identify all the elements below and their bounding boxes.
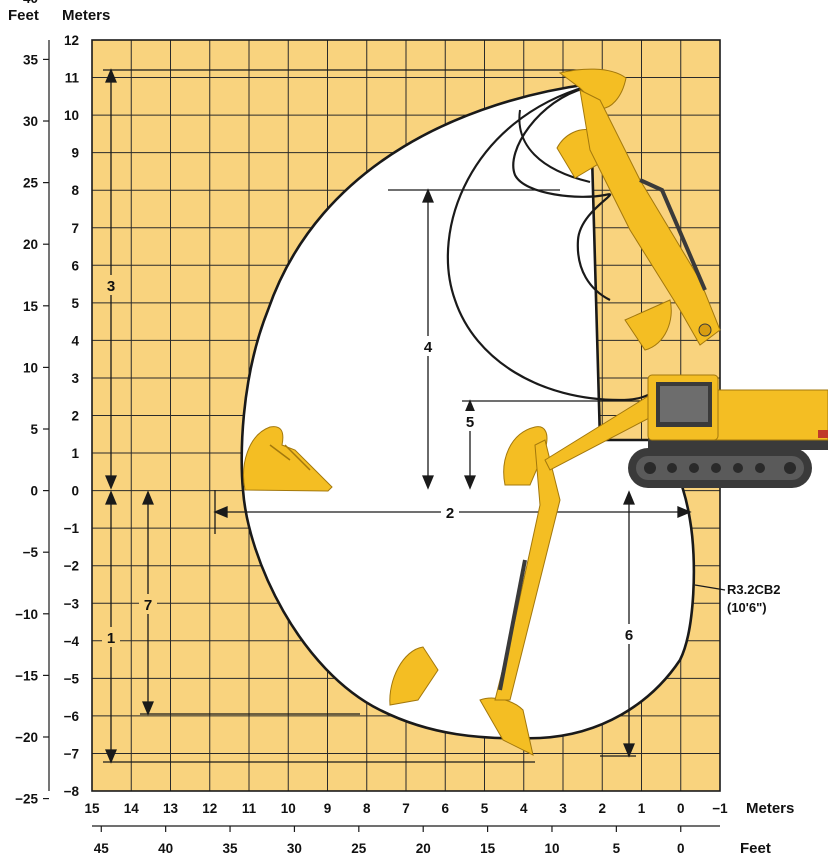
meter-tick-label: 9 — [71, 146, 79, 161]
feet-tick-label: 25 — [23, 176, 39, 191]
meter-tick-label: 11 — [242, 801, 257, 816]
meter-tick-label: 12 — [202, 801, 217, 816]
meter-tick-label: 10 — [281, 801, 296, 816]
meter-tick-label: 8 — [363, 801, 371, 816]
meter-tick-label: −7 — [64, 746, 79, 761]
meter-tick-label: 11 — [65, 71, 80, 86]
meter-tick-label: 9 — [324, 801, 332, 816]
meter-tick-label: 5 — [481, 801, 489, 816]
feet-tick-label: 30 — [23, 114, 38, 129]
meter-tick-label: 4 — [71, 333, 79, 348]
left-feet-axis: 40 35 30 25 20 15 10 5 0 −5 −10 −15 −20 −25 — [15, 0, 49, 807]
meter-tick-label: 12 — [64, 33, 79, 48]
feet-tick-label: 45 — [94, 841, 110, 856]
feet-tick-label: −20 — [15, 730, 38, 745]
meter-tick-label: −3 — [64, 596, 80, 611]
meter-tick-label: 13 — [163, 801, 179, 816]
meter-tick-label: 5 — [71, 296, 79, 311]
feet-tick-label: −10 — [15, 607, 38, 622]
feet-tick-label: 0 — [30, 484, 38, 499]
meter-tick-label: 3 — [71, 371, 79, 386]
feet-tick-label: 10 — [23, 360, 38, 375]
dimension-label-1: 1 — [107, 630, 115, 647]
configuration-length: (10'6") — [727, 600, 767, 615]
feet-tick-label: −25 — [15, 792, 38, 807]
meter-tick-label: 14 — [124, 801, 140, 816]
feet-tick-label: 35 — [23, 52, 39, 67]
feet-tick-label: −5 — [23, 545, 39, 560]
dimension-label-3: 3 — [107, 278, 115, 295]
feet-tick-label: 0 — [677, 841, 685, 856]
meter-tick-label: −6 — [64, 709, 80, 724]
meter-tick-label: 6 — [441, 801, 449, 816]
feet-tick-label: 5 — [613, 841, 621, 856]
dimension-label-6: 6 — [625, 627, 633, 644]
dimension-label-5: 5 — [466, 414, 474, 431]
feet-tick-label: 15 — [23, 299, 39, 314]
feet-tick-label: 40 — [158, 841, 173, 856]
feet-tick-label: 20 — [23, 237, 38, 252]
excavator-body-icon — [628, 375, 828, 488]
meter-tick-label: 7 — [71, 221, 79, 236]
left-feet-title: Feet — [8, 7, 39, 24]
meter-tick-label: 0 — [677, 801, 685, 816]
bottom-meters-title: Meters — [746, 800, 794, 817]
bottom-meter-axis: 15 14 13 12 11 10 9 8 7 6 5 4 3 2 1 0 −1 — [84, 801, 728, 816]
meter-tick-label: −8 — [64, 784, 80, 799]
configuration-name: R3.2CB2 — [727, 582, 780, 597]
meter-tick-label: 4 — [520, 801, 528, 816]
meter-tick-label: −5 — [64, 671, 80, 686]
feet-tick-label: −15 — [15, 668, 38, 683]
feet-tick-label: 40 — [23, 0, 38, 6]
dimension-label-2: 2 — [446, 505, 454, 522]
feet-tick-label: 5 — [30, 422, 38, 437]
meter-tick-label: −1 — [712, 801, 728, 816]
meter-tick-label: 1 — [638, 801, 646, 816]
feet-tick-label: 35 — [223, 841, 239, 856]
meter-tick-label: 6 — [71, 258, 79, 273]
dimension-label-7: 7 — [144, 597, 152, 614]
left-meters-title: Meters — [62, 7, 110, 24]
meter-tick-label: 3 — [559, 801, 567, 816]
meter-tick-label: 2 — [71, 409, 79, 424]
bottom-feet-title: Feet — [740, 840, 771, 857]
feet-tick-label: 20 — [416, 841, 431, 856]
feet-tick-label: 30 — [287, 841, 302, 856]
dimension-label-4: 4 — [424, 339, 433, 356]
meter-tick-label: −2 — [64, 559, 79, 574]
meter-tick-label: −4 — [64, 634, 80, 649]
meter-tick-label: 8 — [71, 183, 79, 198]
meter-tick-label: −1 — [64, 521, 80, 536]
meter-tick-label: 10 — [64, 108, 79, 123]
bottom-feet-axis: 45 40 35 30 25 20 15 10 5 0 — [94, 826, 685, 856]
meter-tick-label: 2 — [598, 801, 606, 816]
feet-tick-label: 15 — [480, 841, 496, 856]
meter-tick-label: 1 — [71, 446, 79, 461]
meter-tick-label: 0 — [71, 484, 79, 499]
feet-tick-label: 25 — [351, 841, 367, 856]
meter-tick-label: 7 — [402, 801, 410, 816]
feet-tick-label: 10 — [544, 841, 559, 856]
meter-tick-label: 15 — [84, 801, 100, 816]
